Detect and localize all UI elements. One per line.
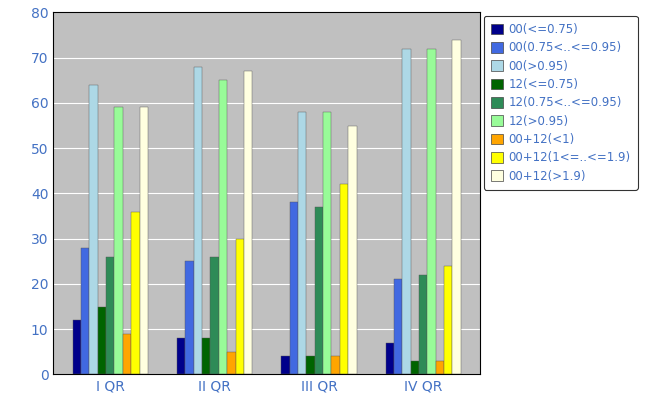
Bar bbox=[444, 266, 452, 374]
Bar bbox=[81, 248, 89, 374]
Bar bbox=[411, 361, 419, 374]
Bar bbox=[436, 361, 444, 374]
Bar bbox=[244, 71, 252, 374]
Bar bbox=[402, 49, 411, 374]
Bar bbox=[211, 257, 219, 374]
Bar bbox=[306, 356, 315, 374]
Bar bbox=[289, 203, 298, 374]
Bar bbox=[235, 239, 244, 374]
Bar bbox=[227, 352, 235, 374]
Bar bbox=[194, 67, 202, 374]
Bar bbox=[106, 257, 115, 374]
Bar bbox=[428, 49, 436, 374]
Bar bbox=[202, 338, 211, 374]
Bar bbox=[419, 275, 428, 374]
Bar bbox=[219, 80, 227, 374]
Bar bbox=[452, 40, 461, 374]
Legend: 00(<=0.75), 00(0.75<..<=0.95), 00(>0.95), 12(<=0.75), 12(0.75<..<=0.95), 12(>0.9: 00(<=0.75), 00(0.75<..<=0.95), 00(>0.95)… bbox=[484, 16, 638, 190]
Bar bbox=[394, 280, 402, 374]
Bar bbox=[323, 112, 331, 374]
Bar bbox=[177, 338, 185, 374]
Bar bbox=[298, 112, 306, 374]
Bar bbox=[185, 261, 194, 374]
Bar bbox=[340, 184, 348, 374]
Bar bbox=[98, 307, 106, 374]
Bar bbox=[281, 356, 289, 374]
Bar bbox=[386, 343, 394, 374]
Bar bbox=[115, 107, 123, 374]
Bar bbox=[331, 356, 340, 374]
Bar bbox=[131, 211, 139, 374]
Bar bbox=[123, 334, 131, 374]
Bar bbox=[348, 126, 357, 374]
Bar bbox=[139, 107, 148, 374]
Bar bbox=[89, 85, 98, 374]
Bar bbox=[315, 207, 323, 374]
Bar bbox=[73, 320, 81, 374]
